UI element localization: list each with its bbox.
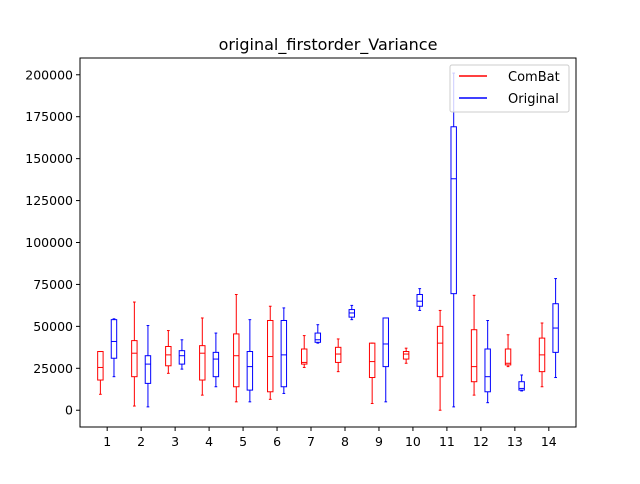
box-original-2 xyxy=(144,325,152,408)
legend-label-combat: ComBat xyxy=(508,70,560,85)
x-tick-label: 9 xyxy=(375,434,383,449)
box-iqr xyxy=(382,317,389,368)
x-tick-label: 12 xyxy=(473,434,489,449)
x-tick-label: 14 xyxy=(541,434,557,449)
box-iqr xyxy=(518,381,525,391)
box-iqr xyxy=(484,348,491,393)
box-original-9 xyxy=(382,317,389,403)
box-iqr xyxy=(233,333,240,388)
box-iqr xyxy=(178,350,186,365)
box-combat-10 xyxy=(402,347,410,364)
y-tick-label: 0 xyxy=(65,403,73,418)
box-original-10 xyxy=(416,288,423,311)
box-combat-11 xyxy=(436,309,444,411)
chart-title: original_firstorder_Variance xyxy=(219,35,438,55)
box-combat-5 xyxy=(233,293,240,403)
box-iqr xyxy=(110,319,118,359)
box-original-12 xyxy=(484,319,491,404)
box-combat-13 xyxy=(504,334,512,368)
box-iqr xyxy=(450,126,457,295)
boxplot-series xyxy=(97,72,559,411)
x-tick-label: 6 xyxy=(273,434,281,449)
legend: ComBat Original xyxy=(449,64,570,113)
box-original-6 xyxy=(280,307,288,394)
x-tick-label: 1 xyxy=(103,434,111,449)
box-combat-2 xyxy=(131,301,138,407)
box-combat-9 xyxy=(368,342,376,405)
x-tick-label: 7 xyxy=(307,434,315,449)
x-tick-label: 10 xyxy=(405,434,421,449)
box-iqr xyxy=(504,348,512,366)
box-combat-7 xyxy=(301,335,308,368)
box-combat-6 xyxy=(267,305,274,400)
box-original-13 xyxy=(518,374,525,392)
box-iqr xyxy=(97,351,104,381)
box-combat-14 xyxy=(538,322,546,388)
box-original-4 xyxy=(212,332,220,388)
y-tick-label: 25000 xyxy=(33,361,73,376)
box-iqr xyxy=(144,355,152,384)
box-iqr xyxy=(416,293,423,307)
x-tick-label: 11 xyxy=(439,434,455,449)
x-tick-label: 2 xyxy=(137,434,145,449)
box-iqr xyxy=(212,351,220,378)
y-tick-label: 200000 xyxy=(25,67,73,82)
x-tick-label: 3 xyxy=(171,434,179,449)
box-original-3 xyxy=(178,339,186,370)
x-tick-label: 5 xyxy=(239,434,247,449)
box-original-14 xyxy=(552,278,559,379)
box-iqr xyxy=(368,342,376,379)
box-iqr xyxy=(165,345,172,367)
y-tick-label: 50000 xyxy=(33,319,73,334)
y-tick-label: 150000 xyxy=(25,151,73,166)
box-iqr xyxy=(334,346,342,363)
box-iqr xyxy=(436,325,444,378)
box-original-8 xyxy=(348,304,355,321)
box-iqr xyxy=(280,319,288,388)
box-original-1 xyxy=(110,318,118,378)
box-combat-3 xyxy=(165,330,172,374)
plot-frame xyxy=(79,57,577,428)
box-iqr xyxy=(199,345,206,381)
box-combat-1 xyxy=(97,351,104,395)
y-tick-label: 125000 xyxy=(25,193,73,208)
x-tick-label: 13 xyxy=(507,434,523,449)
x-tick-label: 4 xyxy=(205,434,213,449)
x-tick-label: 8 xyxy=(341,434,349,449)
legend-label-original: Original xyxy=(508,92,559,107)
y-tick-label: 75000 xyxy=(33,277,73,292)
box-iqr xyxy=(314,332,322,343)
box-iqr xyxy=(131,340,138,378)
box-iqr xyxy=(301,348,308,365)
box-combat-4 xyxy=(199,317,206,396)
y-tick-label: 100000 xyxy=(25,235,73,250)
box-original-7 xyxy=(314,324,322,344)
x-axis: 1 2 3 4 5 6 7 8 9 10 11 12 13 14 xyxy=(103,427,557,449)
box-original-5 xyxy=(246,319,254,403)
box-combat-12 xyxy=(470,294,478,396)
box-iqr xyxy=(402,351,410,360)
y-axis: 0 25000 50000 75000 100000 125000 150000 175000… xyxy=(25,67,80,418)
box-iqr xyxy=(246,351,254,391)
box-iqr xyxy=(470,329,478,383)
y-tick-label: 175000 xyxy=(25,109,73,124)
box-combat-8 xyxy=(334,338,342,373)
